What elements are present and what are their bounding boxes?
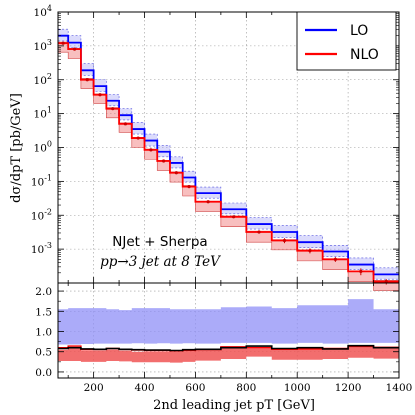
x-tick-label: 600 <box>185 382 205 394</box>
lo-ratio-band <box>58 299 399 345</box>
nlo-point <box>187 185 191 189</box>
x-tick-label: 800 <box>236 382 256 394</box>
y-tick-label: 1.0 <box>35 327 52 339</box>
nlo-point <box>162 159 166 163</box>
y-tick-label: 10-1 <box>31 173 52 188</box>
nlo-point <box>174 171 178 175</box>
y-tick-label: 104 <box>34 4 52 19</box>
ratio-line <box>58 344 399 352</box>
ratio-frame <box>57 282 400 379</box>
nlo-point <box>72 47 77 51</box>
x-tick-label: 200 <box>84 382 104 394</box>
nlo-point <box>231 215 236 219</box>
nlo-point <box>136 136 140 140</box>
legend-nlo-label: NLO <box>350 47 379 63</box>
nlo-point <box>111 107 115 111</box>
nlo-point <box>61 41 65 45</box>
nlo-point <box>206 200 210 204</box>
x-tick-label: 1000 <box>284 382 311 394</box>
y-tick-label: 100 <box>34 140 52 155</box>
y-tick-label: 103 <box>34 38 52 53</box>
nlo-point <box>98 93 102 97</box>
ratio-panel: 0.0 0.5 1.0 1.5 2.0 200 400 600 800 1000 1200 1400 <box>35 282 413 394</box>
y-tick-label: 2.0 <box>35 286 52 298</box>
y-tick-label: 10-2 <box>31 207 52 222</box>
y-tick-label: 10-3 <box>31 241 52 256</box>
lo-line <box>58 34 399 276</box>
annotation-process: pp→3 jet at 8 TeV <box>100 254 221 270</box>
nlo-point <box>149 148 153 152</box>
legend-frame <box>296 11 397 71</box>
y-tick-label: 102 <box>34 72 52 87</box>
main-panel: 10-3 10-2 10-1 100 101 102 103 104 <box>31 4 400 291</box>
nlo-point <box>85 78 89 82</box>
nlo-ratio-band <box>58 346 399 363</box>
legend: LO NLO <box>296 11 397 71</box>
y-tick-label: 101 <box>34 106 52 121</box>
y-axis-label: dσ/dpT [pb/GeV] <box>9 93 24 203</box>
y-tick-label: 1.5 <box>35 306 52 318</box>
y-tick-label: 0.0 <box>35 367 52 379</box>
nlo-point <box>257 230 261 234</box>
y-tick-label: 0.5 <box>35 347 52 359</box>
x-tick-label: 1400 <box>386 382 413 394</box>
annotation-generator: NJet + Sherpa <box>112 234 207 250</box>
nlo-point <box>123 122 128 126</box>
legend-lo-label: LO <box>350 23 368 39</box>
x-tick-label: 400 <box>134 382 154 394</box>
x-axis-label: 2nd leading jet pT [GeV] <box>153 398 315 413</box>
x-tick-label: 1200 <box>335 382 362 394</box>
